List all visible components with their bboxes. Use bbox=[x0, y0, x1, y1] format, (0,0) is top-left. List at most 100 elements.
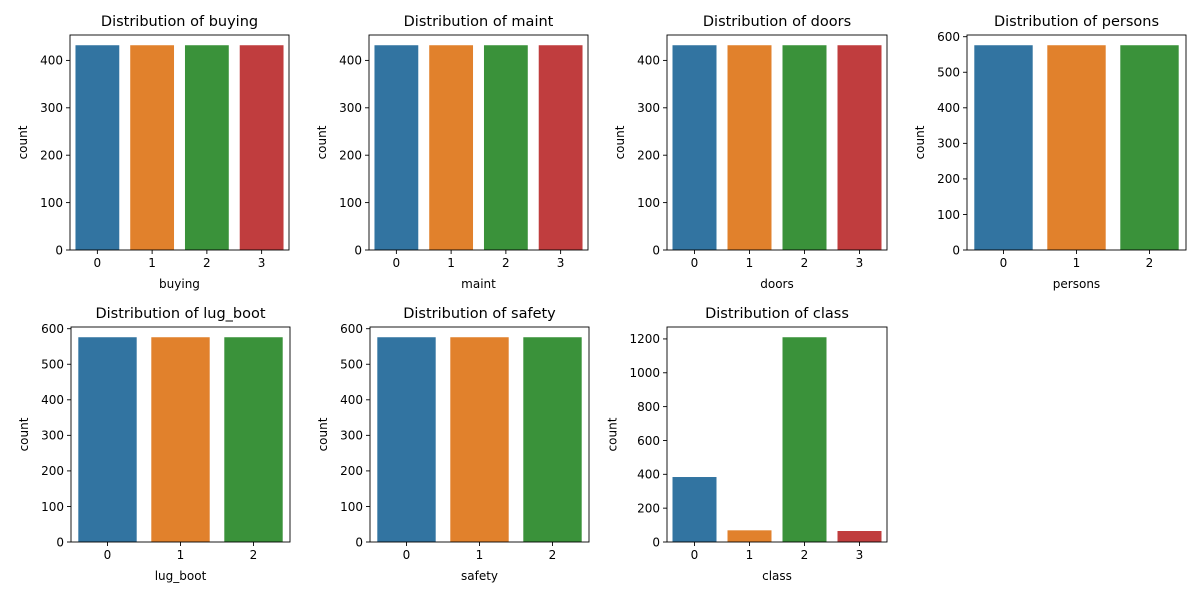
y-tick-label: 200 bbox=[41, 464, 64, 478]
x-tick-label: 1 bbox=[1073, 256, 1081, 270]
y-tick-label: 300 bbox=[339, 101, 362, 115]
x-tick-label: 0 bbox=[104, 548, 112, 562]
x-tick-label: 0 bbox=[403, 548, 411, 562]
subplot-0: 0 1 2 3 0 100 200 300 400 Distribution of buying b… bbox=[16, 14, 290, 291]
y-tick-label: 0 bbox=[56, 535, 64, 549]
y-tick-label: 100 bbox=[637, 196, 660, 210]
x-tick-label: 3 bbox=[557, 256, 565, 270]
y-tick-label: 300 bbox=[937, 137, 960, 151]
x-tick-label: 2 bbox=[549, 548, 557, 562]
y-tick-label: 400 bbox=[937, 101, 960, 115]
chart-title: Distribution of doors bbox=[703, 14, 851, 30]
subplot-5: 0 1 2 0 100 200 300 400 500 600 Distribution of sa… bbox=[316, 306, 590, 583]
x-tick-label: 2 bbox=[801, 548, 809, 562]
chart-title: Distribution of class bbox=[705, 306, 849, 322]
y-tick-label: 600 bbox=[637, 434, 660, 448]
y-axis-label: count bbox=[606, 417, 620, 451]
y-tick-label: 0 bbox=[355, 535, 363, 549]
y-tick-label: 500 bbox=[937, 66, 960, 80]
axes-frame bbox=[368, 34, 589, 251]
x-tick-label: 2 bbox=[250, 548, 258, 562]
y-tick-label: 1200 bbox=[629, 332, 660, 346]
x-tick-label: 1 bbox=[476, 548, 484, 562]
x-tick-label: 2 bbox=[801, 256, 809, 270]
y-tick-label: 0 bbox=[652, 535, 660, 549]
chart-title: Distribution of buying bbox=[101, 14, 258, 30]
y-tick-label: 600 bbox=[41, 322, 64, 336]
bar-2 bbox=[1120, 45, 1179, 250]
y-tick-label: 200 bbox=[637, 149, 660, 163]
y-tick-label: 200 bbox=[937, 172, 960, 186]
y-axis-label: count bbox=[16, 125, 30, 159]
y-tick-label: 0 bbox=[952, 243, 960, 257]
y-axis-label: count bbox=[316, 417, 330, 451]
chart-title: Distribution of persons bbox=[994, 14, 1159, 30]
axes-frame bbox=[666, 326, 888, 543]
y-tick-label: 100 bbox=[339, 196, 362, 210]
y-tick-label: 100 bbox=[40, 196, 63, 210]
x-tick-label: 1 bbox=[746, 548, 754, 562]
y-tick-label: 300 bbox=[41, 429, 64, 443]
x-tick-label: 0 bbox=[1000, 256, 1008, 270]
y-tick-label: 200 bbox=[339, 149, 362, 163]
x-tick-label: 0 bbox=[691, 256, 699, 270]
y-axis-label: count bbox=[613, 125, 627, 159]
bar-1 bbox=[727, 45, 772, 250]
x-tick-label: 3 bbox=[856, 256, 864, 270]
bar-2 bbox=[483, 45, 528, 250]
x-tick-label: 0 bbox=[94, 256, 102, 270]
axes-frame bbox=[666, 34, 888, 251]
chart-title: Distribution of lug_boot bbox=[95, 306, 265, 322]
bar-1 bbox=[450, 337, 509, 542]
x-tick-label: 2 bbox=[203, 256, 211, 270]
subplot-6: 0 1 2 3 0 200 400 600 800 1000 1200 Distribution of… bbox=[606, 306, 888, 583]
x-axis-label: class bbox=[762, 569, 792, 583]
y-tick-label: 600 bbox=[937, 30, 960, 44]
x-axis-label: safety bbox=[461, 569, 498, 583]
bar-2 bbox=[782, 337, 827, 542]
y-tick-label: 200 bbox=[340, 464, 363, 478]
bar-3 bbox=[239, 45, 284, 250]
y-tick-label: 400 bbox=[637, 54, 660, 68]
bar-3 bbox=[538, 45, 583, 250]
y-axis-label: count bbox=[17, 417, 31, 451]
bar-2 bbox=[184, 45, 229, 250]
bar-1 bbox=[429, 45, 474, 250]
subplot-2: 0 1 2 3 0 100 200 300 400 Distribution of doors do… bbox=[613, 14, 888, 291]
x-tick-label: 0 bbox=[691, 548, 699, 562]
chart-title: Distribution of safety bbox=[403, 306, 556, 322]
y-tick-label: 400 bbox=[40, 54, 63, 68]
subplot-1: 0 1 2 3 0 100 200 300 400 Distribution of maint ma… bbox=[315, 14, 589, 291]
y-tick-label: 100 bbox=[340, 500, 363, 514]
x-tick-label: 3 bbox=[856, 548, 864, 562]
x-tick-label: 2 bbox=[502, 256, 510, 270]
bar-1 bbox=[151, 337, 210, 542]
subplot-4: 0 1 2 0 100 200 300 400 500 600 Distribution of lu… bbox=[17, 306, 291, 583]
bar-2 bbox=[523, 337, 582, 542]
chart-title: Distribution of maint bbox=[404, 14, 554, 30]
x-tick-label: 0 bbox=[393, 256, 401, 270]
y-tick-label: 500 bbox=[41, 358, 64, 372]
bar-0 bbox=[78, 337, 137, 542]
y-tick-label: 400 bbox=[637, 468, 660, 482]
y-tick-label: 100 bbox=[41, 500, 64, 514]
bar-1 bbox=[727, 530, 772, 542]
y-tick-label: 200 bbox=[637, 501, 660, 515]
x-axis-label: doors bbox=[760, 277, 794, 291]
y-tick-label: 800 bbox=[637, 400, 660, 414]
y-tick-label: 600 bbox=[340, 322, 363, 336]
bar-0 bbox=[672, 45, 717, 250]
y-tick-label: 0 bbox=[652, 243, 660, 257]
x-axis-label: maint bbox=[461, 277, 496, 291]
x-tick-label: 3 bbox=[258, 256, 266, 270]
y-tick-label: 0 bbox=[354, 243, 362, 257]
bar-0 bbox=[974, 45, 1033, 250]
y-tick-label: 200 bbox=[40, 149, 63, 163]
axes-frame bbox=[69, 34, 290, 251]
bar-0 bbox=[374, 45, 419, 250]
bar-2 bbox=[224, 337, 283, 542]
y-tick-label: 300 bbox=[40, 101, 63, 115]
subplot-3: 0 1 2 0 100 200 300 400 500 600 Distribution of pe… bbox=[913, 14, 1187, 291]
bar-0 bbox=[672, 477, 717, 542]
